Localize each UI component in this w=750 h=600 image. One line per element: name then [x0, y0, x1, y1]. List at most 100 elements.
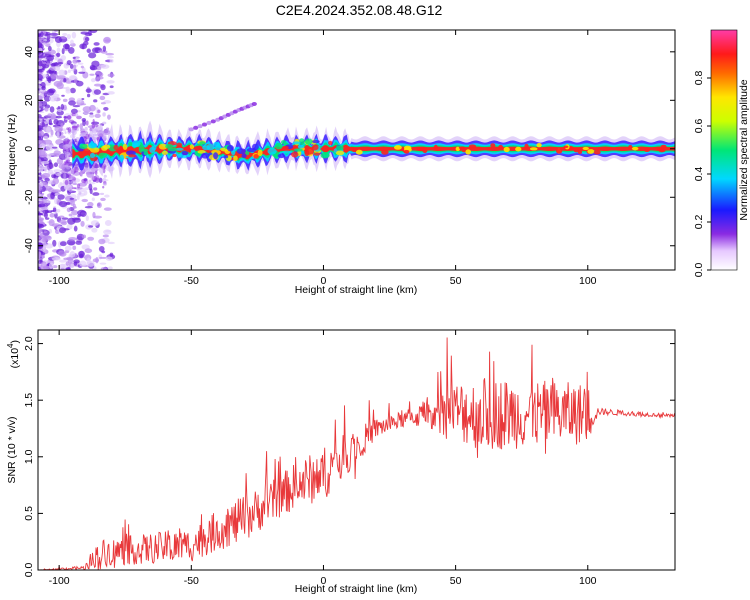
heatmap-cell — [38, 198, 43, 202]
heatmap-cell — [73, 166, 79, 173]
heatmap-cell — [563, 145, 569, 149]
heatmap-cell — [105, 127, 110, 131]
heatmap-cell — [38, 65, 43, 70]
heatmap-cell — [88, 179, 92, 183]
heatmap-cell — [181, 150, 189, 156]
heatmap-cell — [213, 152, 219, 160]
heatmap-cell — [190, 149, 196, 153]
heatmap-cell — [49, 106, 55, 113]
heatmap-cell — [61, 221, 67, 226]
heatmap-cell — [96, 202, 102, 209]
heatmap-cell — [52, 177, 59, 185]
heatmap-cell — [52, 189, 62, 193]
heatmap-cell — [62, 32, 68, 36]
heatmap-cell — [143, 150, 149, 156]
heatmap-cell — [355, 149, 363, 155]
heatmap-cell — [643, 148, 651, 153]
heatmap-cell — [74, 187, 83, 190]
heatmap-cell — [67, 69, 71, 74]
heatmap-cell — [107, 73, 115, 78]
heatmap-cell — [49, 32, 59, 36]
heatmap-cell — [63, 78, 67, 83]
heatmap-cell — [83, 148, 90, 154]
heatmap-cell — [73, 78, 78, 84]
heatmap-cell — [80, 65, 84, 69]
heatmap-cell — [48, 88, 56, 94]
heatmap-cell — [60, 267, 66, 270]
heatmap-cell — [38, 224, 45, 229]
heatmap-cell — [72, 245, 77, 250]
heatmap-cell — [555, 148, 563, 154]
heatmap-cell — [96, 76, 104, 80]
heatmap-ytick-label: 20 — [23, 94, 35, 106]
heatmap-cell — [93, 187, 98, 191]
heatmap-cell — [81, 66, 86, 73]
heatmap-cell — [62, 144, 68, 150]
heatmap-cell — [381, 149, 389, 155]
heatmap-ridge-band — [72, 144, 675, 160]
heatmap-cell — [42, 209, 50, 214]
heatmap-cell — [89, 112, 94, 115]
heatmap-cell — [80, 103, 87, 106]
heatmap-cell — [313, 152, 321, 156]
colorbar: 0.0 0.2 0.4 0.6 0.8 Normalized spectral ampl… — [693, 29, 750, 277]
heatmap-cell — [97, 109, 101, 114]
heatmap-cell — [93, 83, 102, 87]
heatmap-streak-cell — [197, 124, 203, 129]
heatmap-cell — [48, 162, 54, 170]
snr-ytick-label: 1.5 — [23, 393, 35, 408]
heatmap-cell — [201, 152, 210, 159]
heatmap-cell — [223, 155, 229, 159]
heatmap-cell — [38, 121, 41, 126]
heatmap-cell — [38, 40, 45, 43]
heatmap-cell — [92, 192, 100, 196]
heatmap-cell — [59, 227, 66, 234]
heatmap-cell — [89, 73, 95, 76]
heatmap-cell — [38, 73, 43, 81]
heatmap-cell — [292, 141, 301, 145]
heatmap-cell — [61, 94, 65, 97]
heatmap-cell — [92, 119, 95, 124]
snr-y-multiplier-close: ) — [9, 340, 21, 344]
heatmap-cell — [43, 212, 48, 218]
snr-y-multiplier-base: (x10 — [9, 348, 21, 369]
colorbar-tick-label: 0.8 — [693, 71, 705, 86]
heatmap-cell — [161, 150, 168, 155]
heatmap-cell — [70, 180, 77, 185]
heatmap-cell — [105, 256, 113, 261]
heatmap-cell — [43, 235, 52, 241]
heatmap-cell — [189, 144, 195, 150]
heatmap-cell — [85, 215, 89, 222]
heatmap-cell — [66, 165, 71, 170]
heatmap-cell — [64, 131, 67, 134]
heatmap-panel: -100 -50 0 50 100 -40 -20 0 20 40 Height of stra… — [6, 29, 676, 296]
heatmap-cell — [88, 114, 95, 118]
heatmap-cell — [90, 78, 96, 83]
heatmap-cell — [89, 30, 98, 34]
heatmap-cell — [79, 123, 83, 130]
heatmap-cell — [91, 123, 95, 129]
heatmap-cell — [312, 139, 320, 144]
heatmap-xtick-label: 50 — [450, 275, 462, 287]
heatmap-cell — [99, 95, 106, 101]
heatmap-cell — [66, 60, 72, 65]
heatmap-cell — [49, 262, 54, 269]
heatmap-cell — [38, 165, 44, 172]
heatmap-cell — [458, 146, 466, 150]
heatmap-cell — [103, 207, 112, 211]
snr-ytick-label: 1.0 — [23, 449, 35, 464]
heatmap-cell — [38, 101, 43, 107]
heatmap-cell — [87, 181, 96, 185]
heatmap-cell — [58, 250, 65, 257]
heatmap-cell — [38, 41, 43, 49]
heatmap-cell — [65, 88, 71, 94]
heatmap-cell — [56, 209, 61, 213]
heatmap-cell — [293, 148, 303, 152]
heatmap-cell — [50, 63, 56, 67]
heatmap-cell — [94, 177, 100, 183]
heatmap-cell — [72, 105, 81, 108]
heatmap-cell — [100, 267, 107, 270]
heatmap-cell — [55, 115, 63, 119]
heatmap-cell — [267, 147, 277, 155]
heatmap-cell — [85, 88, 92, 93]
